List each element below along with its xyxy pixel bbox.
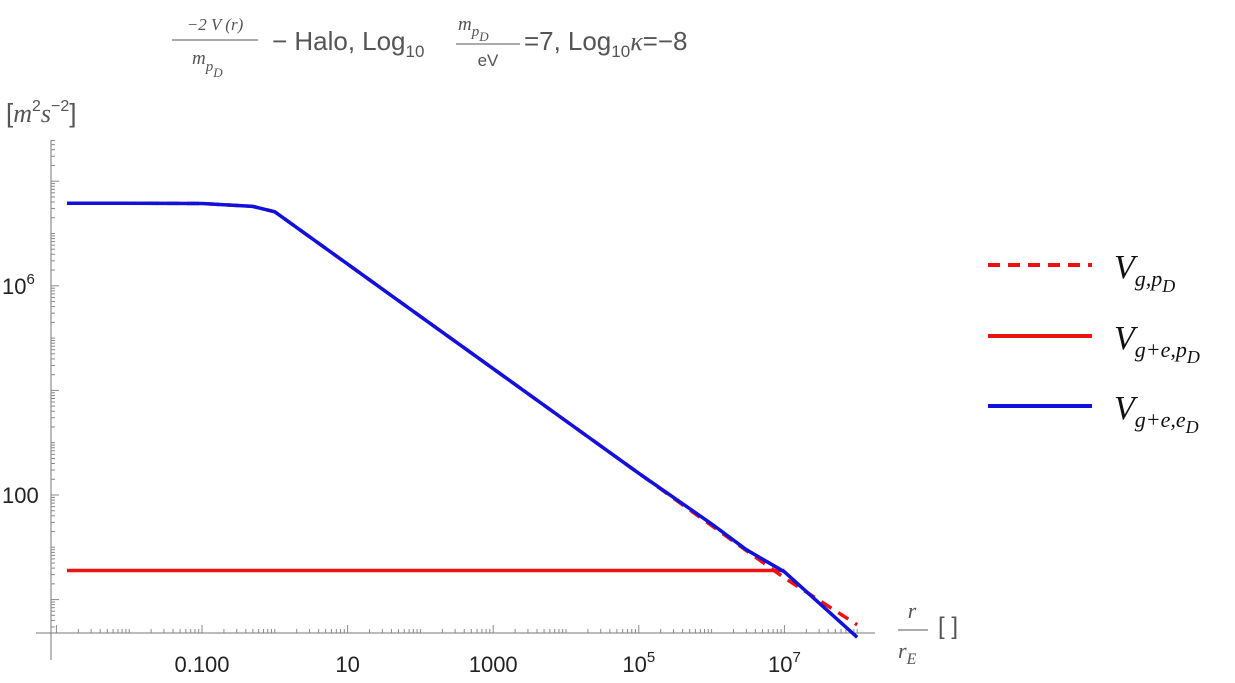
x-label-numerator: r xyxy=(908,598,917,623)
title-mass-denominator: eV xyxy=(478,51,499,70)
y-tick-label: 106 xyxy=(2,271,35,299)
x-tick-label: 107 xyxy=(768,649,801,677)
legend-label-ge-pD: Vg+e,pD xyxy=(1114,320,1200,367)
title-mass-numerator: mpD xyxy=(458,14,489,44)
legend-label-g-pD: Vg,pD xyxy=(1114,249,1175,296)
legend: Vg,pD Vg+e,pD Vg+e,eD xyxy=(988,249,1200,437)
axis-ticks xyxy=(51,140,858,633)
title-halo-text: − Halo, Log10 xyxy=(272,26,424,61)
legend-item-ge-pD: Vg+e,pD xyxy=(988,320,1200,367)
x-tick-label: 1000 xyxy=(469,652,518,677)
legend-label-ge-eD: Vg+e,eD xyxy=(1114,390,1199,437)
x-axis-label: r rE [ ] xyxy=(898,598,958,668)
title-fraction-numerator: −2 V (r) xyxy=(187,15,244,34)
title-fraction-denominator: mpD xyxy=(192,48,223,80)
y-axis-label: [m2s−2] xyxy=(6,98,77,128)
legend-item-ge-eD: Vg+e,eD xyxy=(988,390,1199,437)
title-kappa-text: =7, Log10κ=−8 xyxy=(524,26,688,61)
x-label-units: [ ] xyxy=(938,613,958,640)
chart-title: −2 V (r) mpD − Halo, Log10 mpD eV =7, Log1… xyxy=(172,14,688,80)
series-lines xyxy=(67,201,859,639)
legend-item-g-pD: Vg,pD xyxy=(988,249,1175,296)
y-tick-label: 100 xyxy=(2,483,39,508)
x-tick-label: 10 xyxy=(335,652,359,677)
x-tick-label: 0.100 xyxy=(174,652,229,677)
series-line-ge_eD xyxy=(67,201,859,639)
tick-labels: 0.100 10 1000 105 107 100 106 xyxy=(2,271,801,677)
series-line-g_pD xyxy=(67,201,859,627)
x-tick-label: 105 xyxy=(622,649,655,677)
x-label-denominator: rE xyxy=(898,638,917,668)
